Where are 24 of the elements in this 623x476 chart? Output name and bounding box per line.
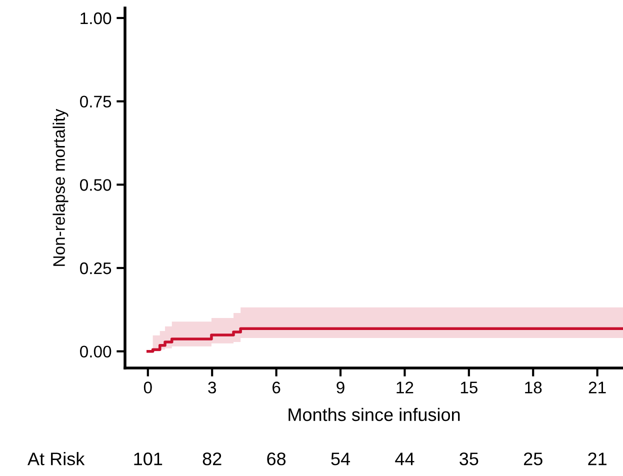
y-axis-title: Non-relapse mortality bbox=[52, 108, 68, 266]
x-tick-label: 3 bbox=[208, 382, 216, 394]
y-tick-label: 0.50 bbox=[80, 179, 112, 191]
text: 82 bbox=[202, 452, 222, 466]
text: At Risk bbox=[28, 452, 85, 466]
x-tick-label: 21 bbox=[588, 382, 606, 394]
text: 25 bbox=[524, 452, 542, 466]
y-tick-label: 0.00 bbox=[80, 346, 112, 358]
x-tick-label: 15 bbox=[460, 382, 478, 394]
y-tick-label: 1.00 bbox=[80, 12, 112, 24]
x-tick-label: 18 bbox=[525, 382, 542, 394]
text: 35 bbox=[460, 452, 478, 466]
x-tick-label: 6 bbox=[272, 382, 280, 394]
y-tick-label: 0.25 bbox=[80, 262, 112, 274]
text: 54 bbox=[331, 452, 350, 466]
x-axis-title: Months since infusion bbox=[288, 408, 460, 422]
text: 21 bbox=[588, 452, 606, 466]
x-tick-label: 9 bbox=[336, 382, 344, 394]
x-tick-label: 12 bbox=[396, 382, 414, 394]
x-tick-label: 0 bbox=[144, 382, 152, 394]
text: 44 bbox=[395, 452, 414, 466]
y-tick-label: 0.75 bbox=[80, 96, 112, 108]
text: 68 bbox=[267, 452, 286, 466]
text: 101 bbox=[134, 452, 162, 466]
